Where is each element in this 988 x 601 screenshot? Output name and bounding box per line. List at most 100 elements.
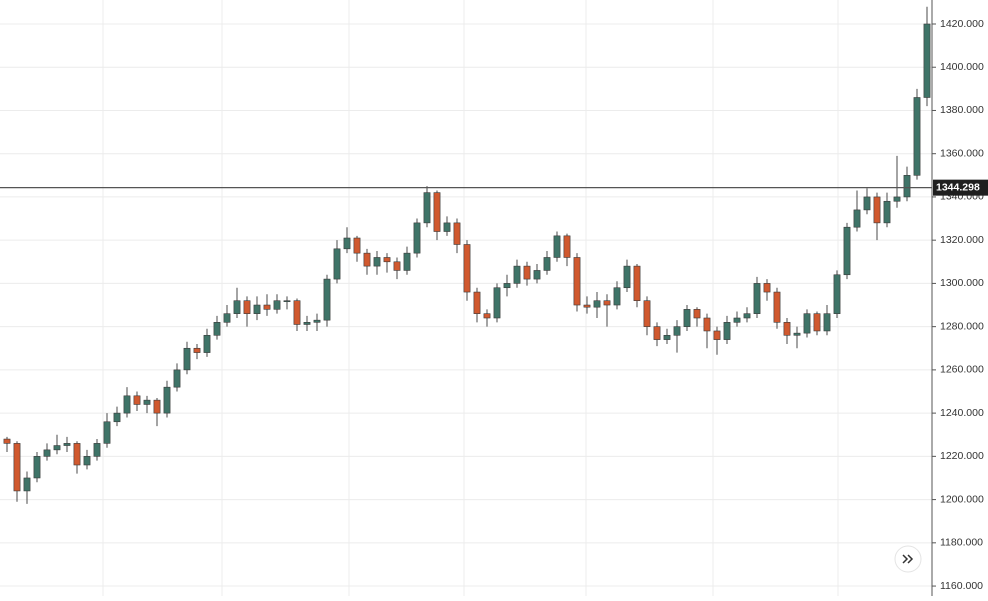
candle-body	[523, 265, 531, 280]
candle-body	[213, 322, 221, 336]
candle-body	[23, 477, 31, 492]
price-line-label: 1344.298	[936, 181, 980, 193]
candle-body	[193, 347, 201, 353]
scroll-button[interactable]	[894, 545, 922, 573]
candle-body	[183, 347, 191, 371]
candle-body	[633, 265, 641, 302]
candle-body	[923, 23, 931, 98]
candle-body	[203, 334, 211, 353]
candle-body	[3, 438, 11, 444]
candle-body	[423, 192, 431, 224]
candle-body	[153, 399, 161, 414]
candle-body	[773, 291, 781, 323]
candle-body	[593, 300, 601, 308]
candle-body	[663, 334, 671, 340]
candle-body	[583, 304, 591, 308]
candle-body	[473, 291, 481, 314]
y-tick-label: 1280.000	[940, 320, 984, 332]
candle-body	[363, 252, 371, 267]
candle-body	[643, 300, 651, 327]
candle-body	[13, 443, 21, 492]
candle-body	[263, 304, 271, 310]
candle-body	[83, 456, 91, 466]
candle-body	[763, 283, 771, 293]
candle-body	[53, 445, 61, 451]
y-tick-label: 1180.000	[940, 537, 983, 549]
candle-body	[723, 322, 731, 340]
candle-body	[413, 222, 421, 254]
candle-body	[533, 270, 541, 280]
y-tick-label: 1300.000	[940, 277, 984, 289]
candle-body	[903, 175, 911, 198]
candle-body	[383, 257, 391, 263]
candle-body	[623, 265, 631, 289]
candle-body	[543, 257, 551, 271]
price-axis-labels: 1160.000 1180.000 1200.000 1220.000 1240.000…	[932, 18, 988, 592]
candle-body	[303, 322, 311, 325]
candle-body	[563, 235, 571, 258]
candle-body	[863, 196, 871, 211]
candle-body	[313, 319, 321, 323]
candle-body	[123, 395, 131, 414]
candle-body	[693, 309, 701, 319]
y-tick-label: 1400.000	[940, 61, 984, 73]
y-tick-label: 1420.000	[940, 18, 984, 30]
candle-body	[673, 326, 681, 336]
candle-body	[753, 283, 761, 314]
candle-body	[73, 443, 81, 466]
candle-body	[43, 449, 51, 457]
candle-body	[743, 313, 751, 319]
candle-body	[843, 226, 851, 276]
candle-body	[883, 200, 891, 224]
candle-body	[273, 300, 281, 310]
candle-body	[293, 300, 301, 325]
candle-body	[233, 300, 241, 314]
y-tick-label: 1260.000	[940, 364, 984, 376]
candle-body	[833, 274, 841, 314]
candle-body	[573, 257, 581, 306]
candle-body	[873, 196, 881, 224]
candles	[0, 6, 932, 504]
candle-body	[553, 235, 561, 258]
candle-body	[493, 287, 501, 319]
candle-body	[253, 304, 261, 314]
candle-body	[93, 443, 101, 457]
candle-body	[783, 322, 791, 336]
candle-body	[333, 248, 341, 280]
price-axis	[932, 0, 988, 596]
candle-body	[343, 237, 351, 250]
candle-body	[653, 326, 661, 340]
candle-body	[803, 313, 811, 334]
candle-body	[373, 257, 381, 267]
candle-body	[243, 300, 251, 314]
candle-body	[403, 252, 411, 271]
candle-body	[853, 209, 861, 228]
candle-body	[443, 222, 451, 232]
candle-body	[103, 421, 111, 444]
candle-body	[143, 399, 151, 405]
candle-body	[353, 237, 361, 254]
candle-body	[223, 313, 231, 323]
candle-body	[433, 192, 441, 232]
candle-body	[33, 456, 41, 479]
candle-body	[283, 300, 291, 303]
candle-body	[133, 395, 141, 405]
scroll-button-icon[interactable]	[902, 554, 914, 564]
candle-body	[113, 412, 121, 423]
candle-body	[733, 317, 741, 323]
candle-body	[173, 369, 181, 388]
vertical-grid	[102, 0, 839, 596]
y-tick-label: 1220.000	[940, 450, 984, 462]
candle-body	[913, 97, 921, 176]
candle-body	[683, 309, 691, 327]
candle-body	[893, 196, 901, 202]
candle-body	[603, 300, 611, 306]
candle-body	[323, 278, 331, 321]
price-line-label-box	[933, 179, 988, 196]
candle-body	[513, 265, 521, 284]
candle-body	[793, 332, 801, 336]
candle-body	[823, 313, 831, 332]
candle-body	[163, 386, 171, 414]
candle-body	[613, 287, 621, 306]
y-tick-label: 1320.000	[940, 234, 984, 246]
